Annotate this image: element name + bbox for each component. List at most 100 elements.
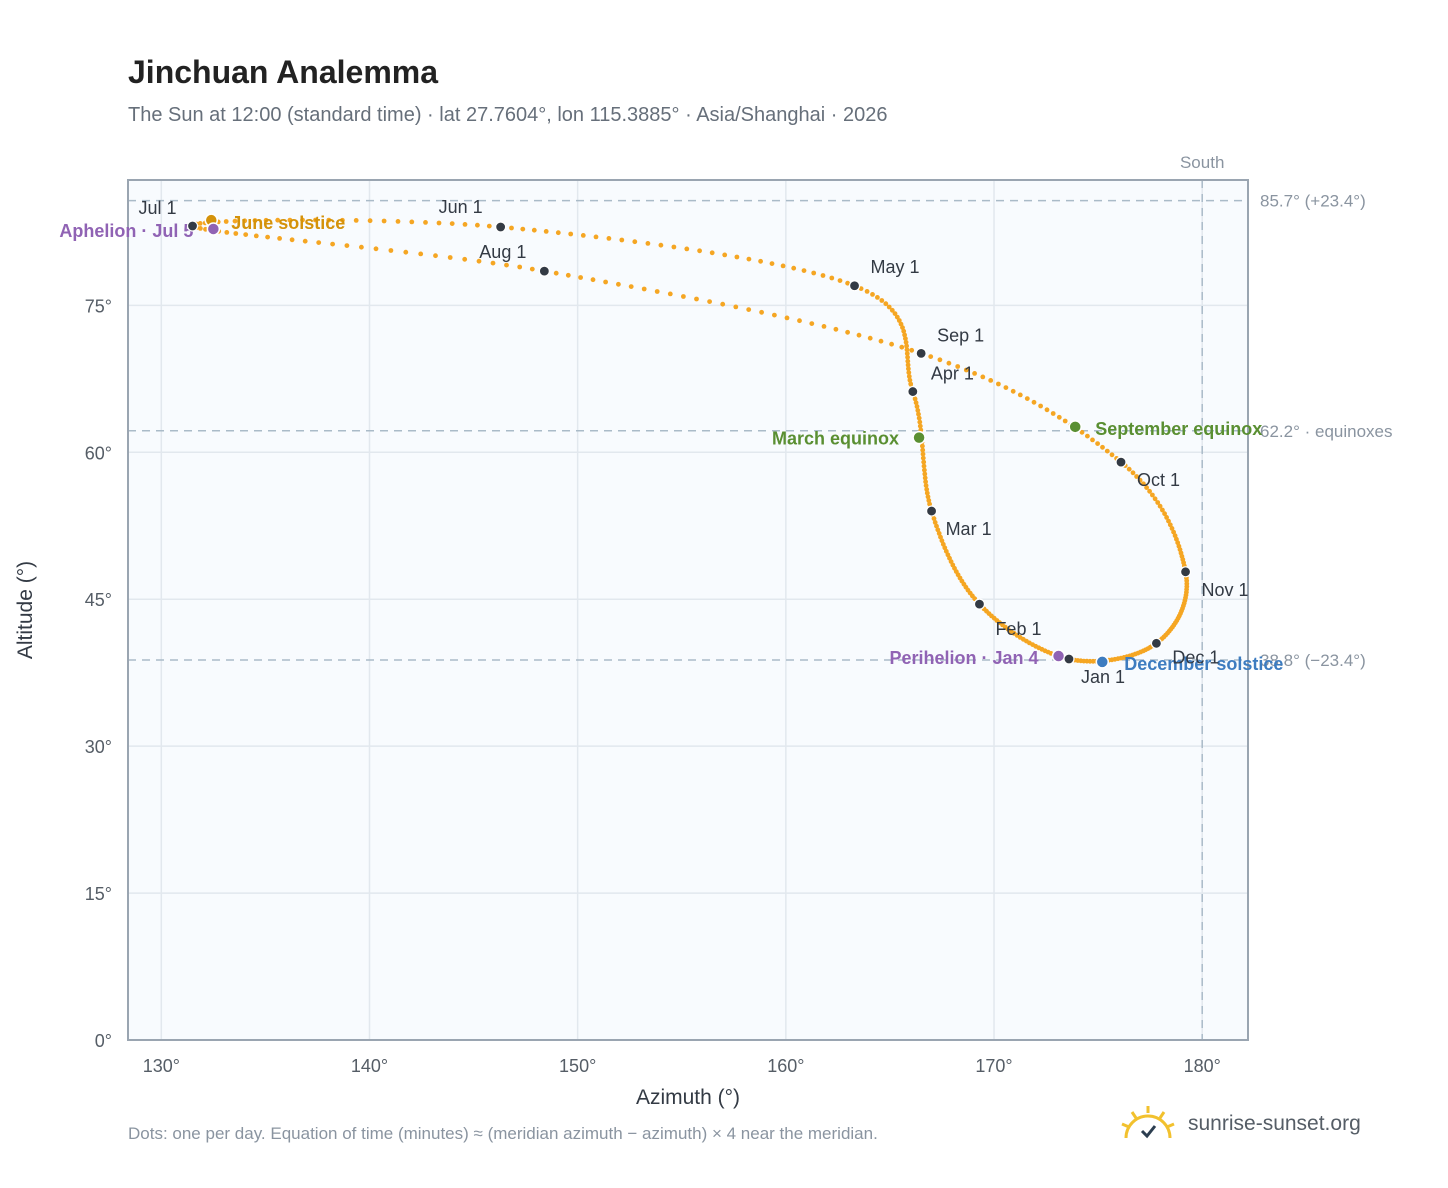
reference-line-label: 85.7° (+23.4°) [1260, 192, 1366, 211]
daily-sun-dot [820, 273, 826, 278]
equinox-label: September equinox [1095, 419, 1262, 439]
daily-sun-dot [924, 487, 930, 492]
daily-sun-dot [300, 217, 305, 223]
daily-sun-dot [870, 292, 875, 297]
daily-sun-dot [449, 221, 455, 227]
daily-sun-dot [928, 354, 934, 359]
daily-sun-dot [275, 217, 281, 223]
daily-sun-dot [791, 265, 797, 271]
plot-background [128, 180, 1248, 1040]
daily-sun-dot [886, 304, 892, 310]
daily-sun-dot [892, 311, 898, 316]
month-label: Jun 1 [439, 197, 483, 217]
daily-sun-dot [517, 264, 523, 270]
month-marker [925, 505, 938, 517]
month-marker [1063, 653, 1075, 665]
daily-sun-dot [1147, 488, 1152, 494]
daily-sun-dot [671, 244, 677, 250]
daily-sun-dot [907, 377, 913, 383]
daily-sun-dot [1152, 496, 1158, 502]
daily-sun-dot [1104, 448, 1110, 454]
x-tick-label: 150° [559, 1056, 596, 1076]
daily-sun-dot [924, 490, 930, 496]
daily-sun-dot [340, 217, 345, 223]
daily-sun-dot [1141, 481, 1146, 487]
daily-sun-dot [1109, 452, 1115, 458]
daily-sun-dot [1090, 437, 1095, 443]
daily-sun-dot [253, 233, 259, 239]
daily-sun-dot [811, 270, 817, 276]
daily-sun-dot [632, 239, 638, 245]
daily-sun-dot [277, 236, 282, 241]
daily-sun-dot [223, 219, 229, 224]
daily-sun-dot [593, 234, 599, 240]
daily-sun-dot [197, 221, 203, 226]
daily-sun-dot [833, 326, 839, 332]
daily-sun-dot [746, 307, 752, 312]
daily-sun-dot [746, 256, 752, 262]
daily-sun-dot [694, 296, 699, 302]
month-label: Nov 1 [1202, 580, 1249, 600]
equinox-marker [1068, 420, 1082, 434]
daily-sun-dot [845, 329, 850, 335]
daily-sun-dot [475, 222, 480, 228]
daily-sun-dot [980, 374, 986, 380]
daily-sun-dot [801, 268, 807, 273]
apsis-marker [1051, 649, 1066, 663]
solstice_december-marker [1095, 655, 1110, 669]
month-marker [907, 385, 919, 398]
daily-sun-dot [1010, 388, 1016, 394]
month-marker [186, 220, 199, 232]
daily-sun-dot [1144, 485, 1149, 490]
daily-sun-dot [433, 253, 438, 259]
daily-sun-dot [1031, 399, 1037, 405]
daily-sun-dot [908, 381, 914, 387]
y-axis-label: Altitude (°) [14, 561, 37, 659]
x-tick-label: 130° [143, 1056, 180, 1076]
daily-sun-dot [531, 227, 537, 233]
daily-sun-dot [720, 301, 726, 307]
daily-sun-dot [920, 455, 926, 461]
daily-sun-dot [233, 231, 239, 236]
daily-sun-dot [920, 447, 926, 453]
apsis-label: Aphelion · Jul 5 [59, 221, 193, 241]
daily-sun-dot [654, 289, 660, 294]
x-tick-label: 160° [767, 1056, 804, 1076]
daily-sun-dot [578, 275, 583, 280]
brand-name: sunrise-sunset.org [1188, 1112, 1361, 1135]
daily-sun-dot [381, 218, 387, 224]
daily-sun-dot [917, 419, 923, 425]
daily-sun-dot [921, 459, 927, 465]
daily-sun-dot [1130, 470, 1136, 476]
daily-sun-dot [353, 218, 359, 223]
daily-sun-dot [1085, 433, 1090, 439]
daily-sun-dot [565, 272, 571, 278]
daily-sun-dot [914, 404, 920, 409]
daily-sun-dot [878, 338, 884, 344]
daily-sun-dot [927, 501, 932, 507]
daily-sun-dot [1171, 529, 1176, 535]
daily-sun-dot [875, 295, 880, 300]
y-tick-label: 30° [85, 737, 112, 757]
daily-sun-dot [1166, 518, 1171, 524]
daily-sun-dot [946, 360, 952, 366]
daily-sun-dot [553, 270, 559, 276]
daily-sun-dot [316, 240, 322, 246]
daily-sun-dot [845, 280, 850, 286]
daily-sun-dot [509, 225, 514, 231]
daily-sun-dot [883, 301, 889, 307]
chart-subtitle: The Sun at 12:00 (standard time) · lat 2… [128, 104, 888, 126]
daily-sun-dot [504, 262, 509, 268]
daily-sun-dot [905, 362, 911, 368]
daily-sun-dot [388, 248, 394, 253]
daily-sun-dot [1100, 444, 1105, 450]
daily-sun-dot [923, 479, 928, 485]
daily-sun-dot [486, 223, 492, 229]
daily-sun-dot [684, 246, 690, 252]
daily-sun-dot [263, 217, 269, 223]
daily-sun-dot [529, 266, 535, 272]
month-label: Feb 1 [995, 619, 1041, 639]
daily-sun-dot [697, 248, 702, 254]
daily-sun-dot [198, 226, 203, 231]
daily-sun-dot [972, 371, 977, 376]
